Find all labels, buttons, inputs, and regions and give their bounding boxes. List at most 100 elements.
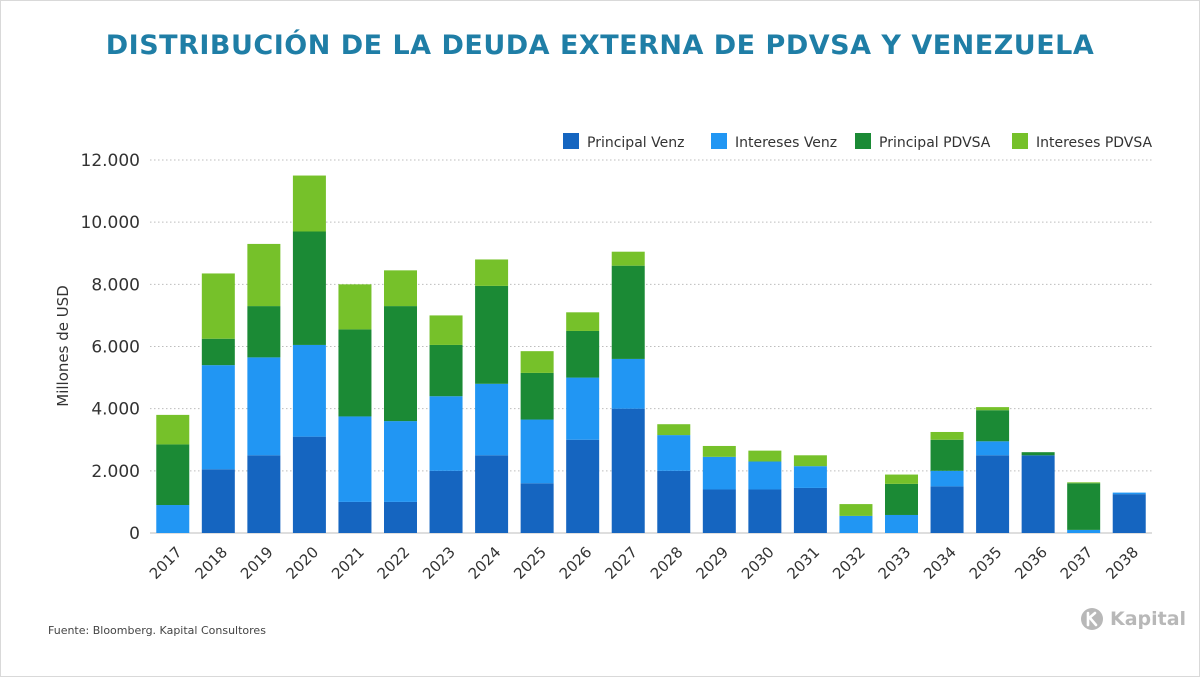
y-tick-label: 10.000 <box>81 213 140 233</box>
bar-segment <box>292 436 326 533</box>
legend-swatch <box>563 133 579 149</box>
x-tick-label: 2017 <box>146 543 186 583</box>
bar-segment <box>475 455 509 533</box>
bar-segment <box>566 330 600 378</box>
bar-segment <box>611 265 645 359</box>
bar-segment <box>247 306 281 358</box>
bar-segment <box>384 306 417 422</box>
bar-segment <box>201 338 235 366</box>
bar-segment <box>1021 455 1055 533</box>
legend-swatch <box>855 133 871 149</box>
bar-segment <box>384 501 417 533</box>
legend-swatch <box>711 133 727 149</box>
bar-segment <box>657 435 691 471</box>
bar-segment <box>702 456 736 490</box>
bar-segment <box>247 455 281 533</box>
legend-label: Intereses Venz <box>735 135 837 151</box>
bar-segment <box>201 273 235 339</box>
bar-segment <box>156 444 190 506</box>
bar-segment <box>1112 492 1146 495</box>
bar-segment <box>793 487 827 533</box>
bar-segment <box>201 365 235 470</box>
y-axis-ticks: 0 2.000 4.000 6.000 8.000 10.000 12.000 <box>81 151 140 544</box>
bar-segment <box>475 383 509 456</box>
bar-segment <box>657 424 691 436</box>
brand-logo: Kapital <box>1080 606 1186 632</box>
x-tick-label: 2025 <box>510 543 550 583</box>
x-tick-label: 2018 <box>191 543 231 583</box>
bar-segment <box>1021 452 1055 456</box>
bar-segment <box>1067 482 1101 484</box>
bar-segment <box>1067 483 1101 530</box>
bar-segment <box>930 439 964 471</box>
x-tick-label: 2022 <box>374 543 414 583</box>
legend-label: Principal Venz <box>587 135 684 151</box>
y-tick-label: 4.000 <box>91 400 140 420</box>
bar-segment <box>475 259 509 286</box>
x-tick-label: 2037 <box>1057 543 1097 583</box>
y-tick-label: 8.000 <box>91 275 140 295</box>
bar-segment <box>156 505 190 533</box>
bar-segment <box>793 455 827 467</box>
x-tick-label: 2031 <box>784 543 824 583</box>
y-tick-label: 0 <box>129 524 140 544</box>
kapital-logo-icon <box>1081 608 1103 630</box>
bar-segment <box>429 344 463 397</box>
x-tick-label: 2023 <box>419 543 459 583</box>
bars <box>156 175 1146 533</box>
bar-segment <box>338 329 372 417</box>
bar-segment <box>429 315 463 345</box>
bar-segment <box>930 470 964 487</box>
bar-segment <box>611 408 645 533</box>
bar-segment <box>247 243 281 307</box>
bar-segment <box>976 407 1010 411</box>
x-tick-label: 2021 <box>328 543 368 583</box>
bar-segment <box>611 358 645 409</box>
legend-label: Principal PDVSA <box>879 135 991 151</box>
x-tick-label: 2033 <box>875 543 915 583</box>
bar-segment <box>475 285 509 384</box>
bar-segment <box>930 431 964 440</box>
bar-segment <box>611 251 645 266</box>
x-axis-ticks: 2017 2018 2019 2020 2021 2022 2023 2024 2025 2026… <box>146 543 1142 583</box>
x-tick-label: 2029 <box>692 543 732 583</box>
bar-segment <box>566 312 600 331</box>
x-tick-label: 2027 <box>601 543 641 583</box>
bar-segment <box>384 270 417 307</box>
bar-segment <box>930 486 964 533</box>
bar-segment <box>793 466 827 488</box>
bar-segment <box>1112 494 1146 533</box>
bar-segment <box>520 351 554 373</box>
bar-segment <box>657 470 691 533</box>
bar-segment <box>748 450 782 462</box>
bar-segment <box>976 410 1010 442</box>
bar-segment <box>338 416 372 502</box>
bar-segment <box>429 470 463 533</box>
bar-segment <box>839 515 873 533</box>
bar-segment <box>976 441 1010 456</box>
bar-segment <box>201 469 235 533</box>
x-tick-label: 2034 <box>920 543 960 583</box>
bar-segment <box>384 421 417 502</box>
chart-title: DISTRIBUCIÓN DE LA DEUDA EXTERNA DE PDVS… <box>105 30 1095 61</box>
bar-segment <box>292 231 326 345</box>
bar-segment <box>520 483 554 533</box>
bar-segment <box>702 489 736 533</box>
x-tick-label: 2028 <box>647 543 687 583</box>
source-note: Fuente: Bloomberg. Kapital Consultores <box>48 624 266 637</box>
x-tick-label: 2020 <box>283 543 323 583</box>
bar-segment <box>338 284 372 330</box>
y-tick-label: 6.000 <box>91 338 140 358</box>
bar-segment <box>247 357 281 456</box>
x-tick-label: 2026 <box>556 543 596 583</box>
y-tick-label: 2.000 <box>91 462 140 482</box>
x-tick-label: 2035 <box>966 543 1006 583</box>
x-tick-label: 2024 <box>465 543 505 583</box>
legend: Principal Venz Intereses Venz Principal PD… <box>563 133 1153 151</box>
x-tick-label: 2038 <box>1102 543 1142 583</box>
bar-segment <box>292 344 326 437</box>
bar-segment <box>520 372 554 420</box>
x-tick-label: 2032 <box>829 543 869 583</box>
bar-segment <box>885 514 918 533</box>
